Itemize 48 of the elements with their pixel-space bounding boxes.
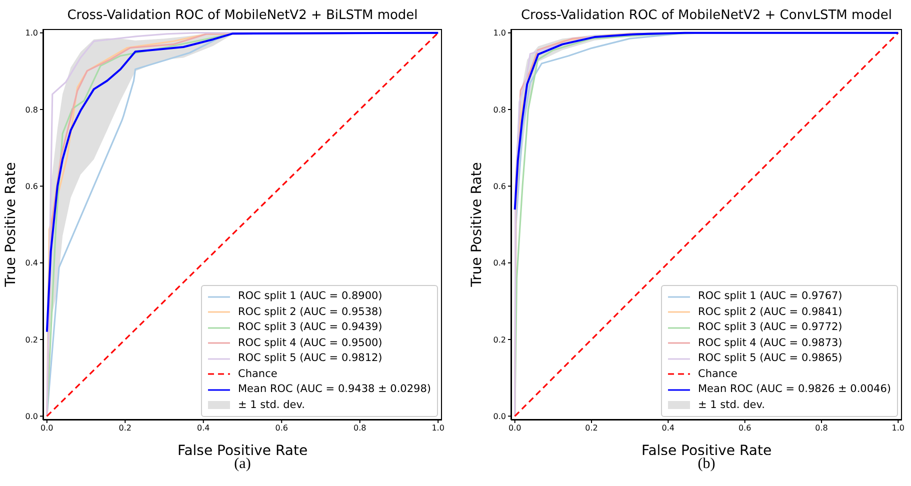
y-tick-label: 0.6	[493, 182, 506, 192]
y-tick-label: 0.8	[493, 105, 506, 114]
y-axis-title: True Positive Rate	[2, 162, 19, 288]
y-tick-label: 0.6	[25, 182, 38, 192]
x-tick-label: 0.6	[738, 424, 752, 433]
legend-label: ROC split 3 (AUC = 0.9772)	[698, 320, 842, 335]
text: (a)	[233, 456, 252, 473]
x-tick-label: 0.8	[815, 424, 828, 433]
y-tick-label: 0.0	[493, 412, 506, 422]
x-tick-label: 0.8	[353, 424, 366, 433]
y-tick-label: 0.2	[25, 335, 38, 344]
legend-label: ROC split 1 (AUC = 0.9767)	[698, 289, 842, 304]
legend-label: ROC split 2 (AUC = 0.9841)	[698, 304, 842, 320]
x-tick-label: 0.0	[40, 424, 54, 433]
y-tick-label: 0.4	[25, 258, 38, 268]
legend-label: ROC split 3 (AUC = 0.9439)	[238, 320, 382, 335]
x-tick-label: 0.4	[662, 424, 675, 433]
x-axis-title: False Positive Rate	[177, 443, 308, 459]
legend-label: Mean ROC (AUC = 0.9826 ± 0.0046)	[698, 382, 891, 397]
chart-title: Cross-Validation ROC of MobileNetV2 + ConvLSTM model	[520, 8, 894, 23]
legend-label: ROC split 5 (AUC = 0.9812)	[238, 351, 382, 366]
y-tick-label: 0.8	[25, 105, 38, 114]
y-tick-label: 1.0	[493, 28, 506, 38]
x-tick-label: 0.2	[118, 424, 132, 433]
y-tick-label: 0.4	[493, 258, 506, 268]
legend-label: Chance	[698, 366, 738, 382]
x-tick-label: 1.0	[892, 424, 905, 433]
annotation: ± 1 std. dev.	[238, 398, 305, 412]
legend-label: Mean ROC (AUC = 0.9438 ± 0.0298)	[238, 382, 431, 397]
chart-title: Cross-Validation ROC of MobileNetV2 + BiLSTM model	[66, 8, 419, 23]
x-tick-label: 0.6	[275, 424, 288, 433]
legend-label: ROC split 1 (AUC = 0.8900)	[238, 289, 382, 304]
annotation: ± 1 std. dev.	[698, 398, 765, 412]
legend-label: Chance	[238, 366, 278, 382]
y-tick-label: 0.0	[25, 412, 38, 422]
legend-label: ROC split 5 (AUC = 0.9865)	[698, 351, 842, 366]
legend-label: ROC split 4 (AUC = 0.9873)	[698, 336, 842, 350]
y-axis-title: True Positive Rate	[468, 162, 485, 288]
x-tick-label: 0.0	[508, 424, 522, 433]
x-axis-title: False Positive Rate	[641, 443, 772, 459]
x-tick-label: 0.2	[585, 424, 598, 433]
text: (b)	[696, 456, 716, 473]
legend-label: ROC split 4 (AUC = 0.9500)	[238, 336, 382, 350]
y-tick-label: 0.2	[493, 335, 506, 344]
x-tick-label: 0.4	[197, 424, 210, 433]
legend-label: ROC split 2 (AUC = 0.9538)	[238, 304, 382, 320]
y-tick-label: 1.0	[25, 28, 38, 38]
x-tick-label: 1.0	[432, 424, 444, 433]
